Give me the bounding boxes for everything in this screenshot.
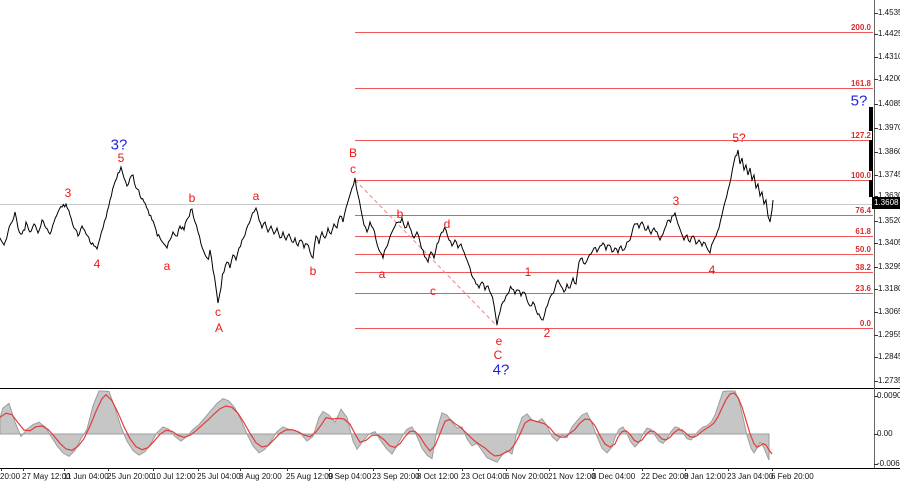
fib-level-label: 127.2 [849,131,872,140]
wave-label-5: 5 [117,151,125,165]
date-axis-label: 21 Nov 12:00 [548,472,596,481]
wave-label-d: d [443,217,451,231]
wave-label-b: b [309,264,317,278]
wave-label-1: 1 [524,265,532,279]
wave-label-a: a [378,267,386,281]
indicator-axis-label: 0.00902 [877,391,900,400]
price-axis-label: 1.3295 [878,262,900,271]
date-axis-label: 9 Sep 04:00 [328,472,372,481]
price-axis-label: 1.3520 [878,216,900,225]
fib-level-label: 38.2 [854,263,872,272]
date-axis-label: 6 Feb 20:00 [771,472,814,481]
price-axis-label: 1.3630 [878,191,900,200]
wave-label-c: c [430,284,436,298]
indicator-axis-label: 0.00 [877,429,893,438]
price-axis-label: 1.4425 [878,29,900,38]
wave-label-B: B [348,146,358,160]
fib-level-label: 76.4 [854,206,872,215]
wave-label-5q: 5? [732,131,746,145]
date-axis-label: 11 Jun 04:00 [63,472,109,481]
wave-label-c: c [350,162,356,176]
vertical-line-object[interactable] [869,107,873,197]
price-axis-label: 1.3405 [878,238,900,247]
date-axis-label: 8 Oct 12:00 [417,472,459,481]
fib-level-label: 0.0 [858,319,872,328]
date-axis-label: 23 Sep 20:00 [372,472,420,481]
price-axis-label: 1.4535 [878,8,900,17]
wave-label-b: b [188,191,196,205]
price-axis-label: 1.3745 [878,170,900,179]
price-axis-label: 1.2955 [878,330,900,339]
date-axis-label: 8 Jan 12:00 [684,472,726,481]
wave-label-4: 4 [708,263,716,277]
price-axis-label: 1.3180 [878,284,900,293]
wave-label-5q: 5? [850,92,868,110]
fib-level-label: 200.0 [849,23,872,32]
wave-label-C: C [493,348,503,362]
price-axis-label: 1.2735 [878,376,900,385]
wave-label-4q: 4? [492,361,510,379]
price-line [0,149,774,326]
current-price-box: 1.3608 [872,197,900,209]
price-axis-label: 1.4310 [878,52,900,61]
wave-label-a: a [163,259,171,273]
wave-label-3: 3 [64,186,72,200]
date-axis-label: 22 Dec 20:00 [641,472,689,481]
wave-label-A: A [214,321,224,335]
date-axis-label: 20:00 [0,472,21,481]
wave-label-e: e [495,334,503,348]
date-axis-label: 6 Nov 20:00 [505,472,549,481]
oscillator-panel[interactable] [0,390,773,463]
wave-label-2: 2 [543,326,551,340]
date-axis-label: 25 Jun 20:00 [107,472,154,481]
fib-level-label: 61.8 [854,227,872,236]
date-axis-label: 23 Oct 04:00 [461,472,507,481]
date-axis-label: 25 Aug 12:00 [286,472,334,481]
price-axis-label: 1.3860 [878,147,900,156]
wave-label-4: 4 [93,257,101,271]
wave-label-c: c [215,305,221,319]
wave-label-3q: 3? [110,136,128,154]
price-axis-label: 1.4200 [878,74,900,83]
date-axis-label: 23 Jan 04:00 [727,472,774,481]
wave-label-3: 3 [672,194,680,208]
fib-level-label: 100.0 [849,171,872,180]
price-axis-label: 1.4085 [878,99,900,108]
date-axis-label: 8 Dec 04:00 [592,472,636,481]
price-axis-label: 1.3970 [878,123,900,132]
oscillator-signal-line [0,392,773,457]
indicator-axis-label: -0.00679 [877,459,900,468]
date-axis-label: 8 Aug 20:00 [239,472,282,481]
oscillator-histogram [0,390,770,463]
date-axis-label: 25 Jul 04:00 [197,472,241,481]
fib-level-label: 161.8 [849,79,872,88]
fib-level-label: 50.0 [854,245,872,254]
wave-label-a: a [252,189,260,203]
fib-level-label: 23.6 [854,284,872,293]
wave-label-b: b [396,207,404,221]
fib-diagonal-line[interactable] [354,179,498,327]
price-axis-label: 1.2845 [878,352,900,361]
date-axis-label: 27 May 12:00 [22,472,71,481]
price-axis-label: 1.3065 [878,307,900,316]
date-axis-label: 10 Jul 12:00 [152,472,196,481]
